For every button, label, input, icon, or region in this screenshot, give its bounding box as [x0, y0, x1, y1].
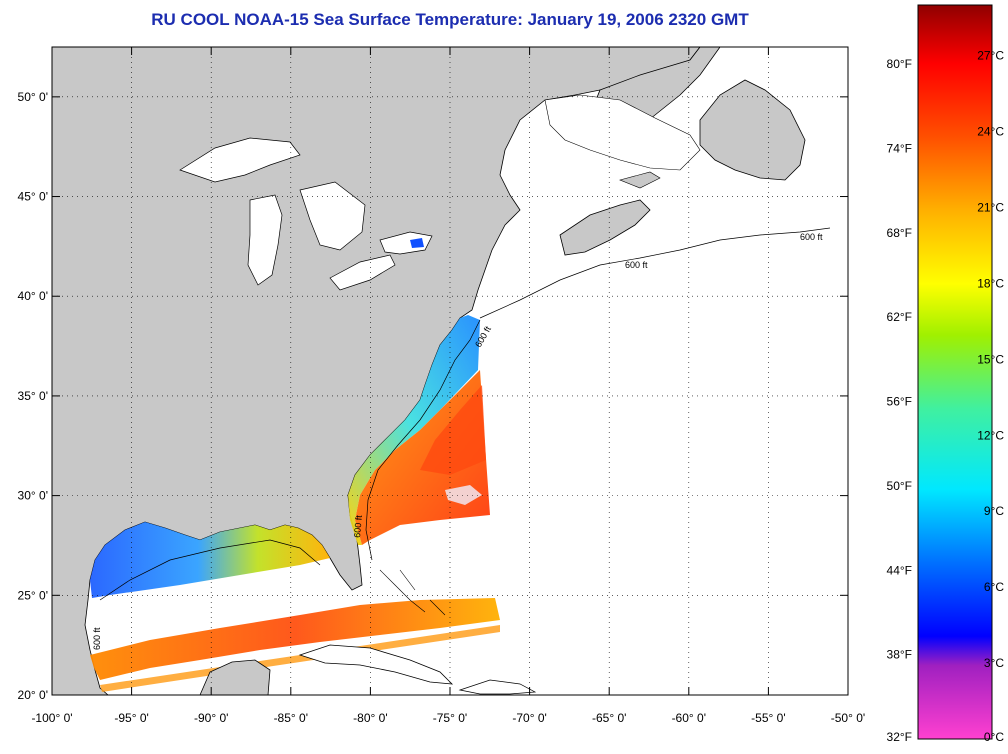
colorbar-fahrenheit-label: 74°F — [887, 141, 912, 155]
isobath-label: 600 ft — [800, 232, 823, 242]
land-hispaniola — [458, 679, 537, 695]
sst-caribbean-strip — [100, 625, 500, 692]
longitude-labels: -100° 0' -95° 0' -90° 0' -85° 0' -80° 0' -75°… — [31, 711, 865, 725]
latitude-label: 25° 0' — [18, 588, 48, 602]
colorbar-celsius-label: 27°C — [977, 49, 1004, 63]
colorbar-celsius-label: 12°C — [977, 428, 1004, 442]
longitude-label: -65° 0' — [592, 711, 626, 725]
colorbar-celsius-label: 21°C — [977, 200, 1004, 214]
longitude-label: -50° 0' — [831, 711, 865, 725]
colorbar-celsius-label: 15°C — [977, 352, 1004, 366]
colorbar-fahrenheit-label: 68°F — [887, 226, 912, 240]
lake-superior — [179, 137, 301, 183]
isobath-600ft — [365, 319, 481, 561]
colorbar-celsius-label: 18°C — [977, 276, 1004, 290]
colorbar-celsius-label: 3°C — [984, 656, 1004, 670]
map-area — [51, 46, 848, 696]
colorbar-fahrenheit-label: 50°F — [887, 479, 912, 493]
colorbar-celsius-label: 9°C — [984, 504, 1004, 518]
isobath-label: 600 ft — [625, 260, 648, 270]
lake-ontario-sst — [410, 238, 424, 248]
sst-gulf-stream-core — [420, 385, 486, 475]
gulf-st-lawrence — [544, 94, 701, 171]
map-title: RU COOL NOAA-15 Sea Surface Temperature:… — [151, 10, 749, 29]
cloud-patch — [445, 485, 482, 505]
isobath-600ft-gulf — [99, 539, 321, 601]
colorbar-fahrenheit-label: 32°F — [887, 730, 912, 744]
colorbar-celsius-label: 6°C — [984, 580, 1004, 594]
latitude-label: 40° 0' — [18, 289, 48, 303]
longitude-label: -75° 0' — [433, 711, 467, 725]
longitude-label: -85° 0' — [274, 711, 308, 725]
land-nova-scotia — [559, 199, 651, 256]
colorbar-gradient — [917, 4, 993, 740]
isobath-600ft-north — [479, 227, 831, 319]
lake-erie — [329, 254, 396, 291]
latitude-label: 45° 0' — [18, 190, 48, 204]
latitude-label: 30° 0' — [18, 489, 48, 503]
colorbar-celsius-label: 0°C — [984, 730, 1004, 744]
lake-michigan — [247, 194, 283, 286]
longitude-label: -90° 0' — [194, 711, 228, 725]
colorbar-fahrenheit-label: 80°F — [887, 57, 912, 71]
isobath-label: 600 ft — [352, 514, 364, 538]
colorbar-fahrenheit-label: 56°F — [887, 395, 912, 409]
sst-coastal-shelf — [348, 315, 480, 545]
longitude-label: -100° 0' — [31, 711, 72, 725]
latitude-labels: 20° 0' 25° 0' 30° 0' 35° 0' 40° 0' 45° 0' 50° … — [18, 90, 48, 702]
longitude-label: -70° 0' — [512, 711, 546, 725]
isobath-label: 600 ft — [92, 627, 102, 650]
land-bahamas — [379, 569, 446, 616]
colorbar: 27°C 24°C 21°C 18°C 15°C 12°C 9°C 6°C 3°C 0°C 80°F… — [887, 4, 1005, 744]
land-cuba — [298, 644, 454, 685]
latitude-label: 20° 0' — [18, 688, 48, 702]
lake-ontario — [379, 231, 433, 255]
map-frame — [51, 46, 849, 696]
land-newfoundland — [699, 79, 806, 181]
colorbar-fahrenheit-label: 62°F — [887, 310, 912, 324]
land-pei — [619, 171, 661, 189]
colorbar-celsius-label: 24°C — [977, 125, 1004, 139]
colorbar-fahrenheit-label: 38°F — [887, 648, 912, 662]
longitude-label: -80° 0' — [353, 711, 387, 725]
lake-huron — [299, 181, 366, 251]
sst-gulf-south — [90, 598, 500, 680]
latitude-label: 35° 0' — [18, 389, 48, 403]
longitude-label: -95° 0' — [114, 711, 148, 725]
longitude-label: -60° 0' — [672, 711, 706, 725]
longitude-label: -55° 0' — [751, 711, 785, 725]
sst-gulf-north — [90, 522, 330, 598]
latitude-label: 50° 0' — [18, 90, 48, 104]
colorbar-fahrenheit-label: 44°F — [887, 563, 912, 577]
colorbar-labels: 27°C 24°C 21°C 18°C 15°C 12°C 9°C 6°C 3°C 0°C 80°F… — [887, 49, 1005, 744]
